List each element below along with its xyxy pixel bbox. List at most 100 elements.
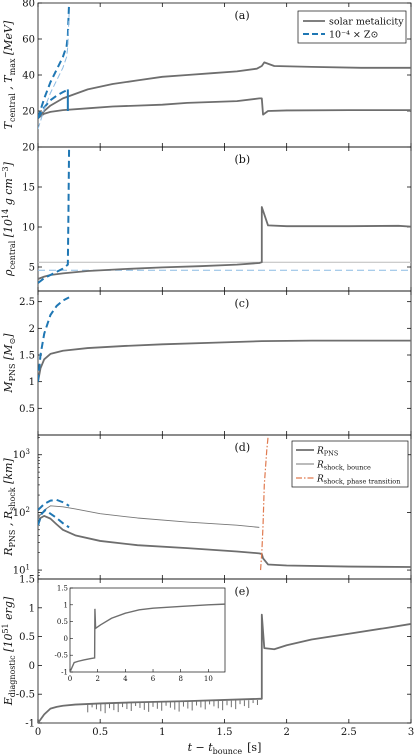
y-axis-label-part: [10	[2, 219, 15, 241]
panel-label: (c)	[235, 297, 250, 310]
legend-label: Rshock, phase transition	[316, 475, 400, 486]
panel-frame	[37, 290, 412, 436]
inset-x-tick-label: 8	[178, 675, 182, 683]
series-line	[38, 97, 411, 119]
x-axis-label-label_unit: [s]	[247, 741, 261, 754]
y-axis-label-part: 51	[1, 623, 10, 633]
plot-area	[38, 147, 411, 284]
y-axis-label-part: PNS	[8, 530, 17, 548]
y-axis-label-part: E	[2, 697, 15, 706]
x-axis: 0 0.5 1 1.5 2 2.5 3 t − tbounce [s]	[35, 727, 414, 756]
inset-frame	[69, 587, 226, 673]
series-line	[38, 206, 411, 280]
legend-label-sub: shock, phase transition	[324, 478, 401, 486]
y-axis-label-part: max	[8, 58, 17, 75]
panel-3: 0.5 1 1.5 2 2.5 MPNS [M⊙] (c)	[2, 290, 412, 436]
y-axis-label-part: , R	[2, 511, 15, 530]
y-axis-label-part: ρ	[2, 269, 15, 277]
legend-label-solar: solar metalicity	[329, 17, 404, 28]
inset-y-tick-label: 1	[64, 601, 68, 609]
y-axis-label-part: ]	[2, 333, 15, 339]
y-axis-label-part: M	[2, 381, 15, 394]
series-line	[38, 509, 70, 529]
plot-area	[38, 296, 411, 382]
y-axis-label-part: ]	[2, 161, 15, 167]
x-axis-label-label_sub: bounce	[213, 747, 243, 756]
y-tick-label: 2.5	[19, 297, 35, 308]
y-axis-label-part: , T	[2, 74, 15, 93]
y-tick-exponent: 3	[26, 448, 30, 456]
panel-label: (e)	[235, 585, 250, 598]
y-axis-label-part: shock	[8, 487, 17, 511]
series-line	[38, 61, 411, 119]
inset-y-tick-label: 0.5	[57, 618, 68, 626]
y-axis-label-part: erg]	[2, 596, 15, 623]
inset-y-tick-label: -0.5	[55, 652, 69, 660]
series-line	[38, 514, 411, 568]
panel-frame	[37, 146, 412, 292]
y-tick-label: 40	[22, 71, 35, 82]
y-axis-label-part: 14	[1, 209, 10, 219]
legend: RPNS Rshock, bounce Rshock, phase transiti…	[291, 440, 409, 488]
y-axis-label-part: central	[8, 93, 17, 122]
y-tick-exponent: 1	[26, 564, 30, 572]
legend-label: Rshock, bounce	[316, 461, 371, 472]
y-tick-exponent: 2	[26, 506, 30, 514]
series-line	[38, 147, 71, 284]
y-axis-label-part: R	[2, 547, 15, 556]
y-tick-label: 0.5	[19, 632, 35, 643]
series-line	[38, 88, 69, 119]
legend: solar metalicity 10⁻⁴ × Z⊙	[297, 10, 407, 44]
y-tick-label: 60	[22, 35, 35, 46]
panel-label: (b)	[235, 153, 251, 166]
y-axis-label: Tcentral , Tmax [MeV]	[2, 20, 17, 129]
legend-box	[297, 10, 407, 44]
inset-x-tick-label: 10	[204, 675, 213, 683]
series-line	[38, 296, 70, 382]
panel-2: 5 10 15 20 ρcentral [1014 g cm−3] (b)	[1, 143, 412, 292]
series-line	[38, 339, 411, 382]
y-tick-label: 10	[22, 223, 35, 234]
y-tick-label: 20	[22, 143, 35, 154]
series-line	[38, 498, 70, 511]
y-tick-label: 80	[22, 0, 35, 10]
y-tick-label: 1.5	[19, 351, 35, 362]
y-axis-label: RPNS , Rshock [km]	[2, 458, 17, 557]
inset-y-tick-label: 1.5	[57, 585, 68, 593]
inset-series-line	[69, 603, 226, 673]
legend-label-sub: shock, bounce	[324, 464, 371, 472]
plot-area	[38, 3, 411, 130]
series-line	[38, 3, 71, 119]
series-line	[38, 613, 411, 723]
y-axis-label: Ediagnostic [1051 erg]	[1, 596, 17, 706]
x-tick-label: 0.5	[92, 727, 108, 738]
y-axis-label-part: diagnostic	[8, 655, 17, 697]
series-line-envelope	[38, 13, 70, 130]
y-axis-label-part: central	[8, 240, 17, 269]
y-tick-label: -1	[25, 719, 35, 730]
y-tick-label: 2	[29, 324, 35, 335]
inset-x-tick-label: 0	[68, 675, 72, 683]
inset: -1 -0.5 0 0.5 1 1.5 0 2 4 6 8 10	[55, 585, 226, 683]
y-tick-label: 103	[13, 448, 30, 461]
y-axis-label-part: g cm	[2, 178, 15, 209]
y-tick-label: 20	[22, 107, 35, 118]
y-tick-label: 1	[29, 603, 35, 614]
legend-label-lowz: 10⁻⁴ × Z⊙	[329, 30, 378, 41]
x-tick-label: 2.5	[341, 727, 357, 738]
x-tick-label: 3	[408, 727, 414, 738]
y-axis-label-part: T	[2, 120, 15, 129]
series-line	[259, 437, 269, 571]
inset-x-tick-label: 4	[123, 675, 128, 683]
legend-label-sub: PNS	[324, 450, 339, 458]
plot-area	[38, 437, 411, 571]
inset-x-tick-label: 6	[151, 675, 156, 683]
y-tick-label: 5	[29, 263, 35, 274]
y-tick-label: -0.5	[16, 690, 35, 701]
y-tick-label: 0.5	[19, 404, 35, 415]
y-tick-label: 1.5	[19, 575, 35, 586]
x-tick-label: 1.5	[217, 727, 233, 738]
